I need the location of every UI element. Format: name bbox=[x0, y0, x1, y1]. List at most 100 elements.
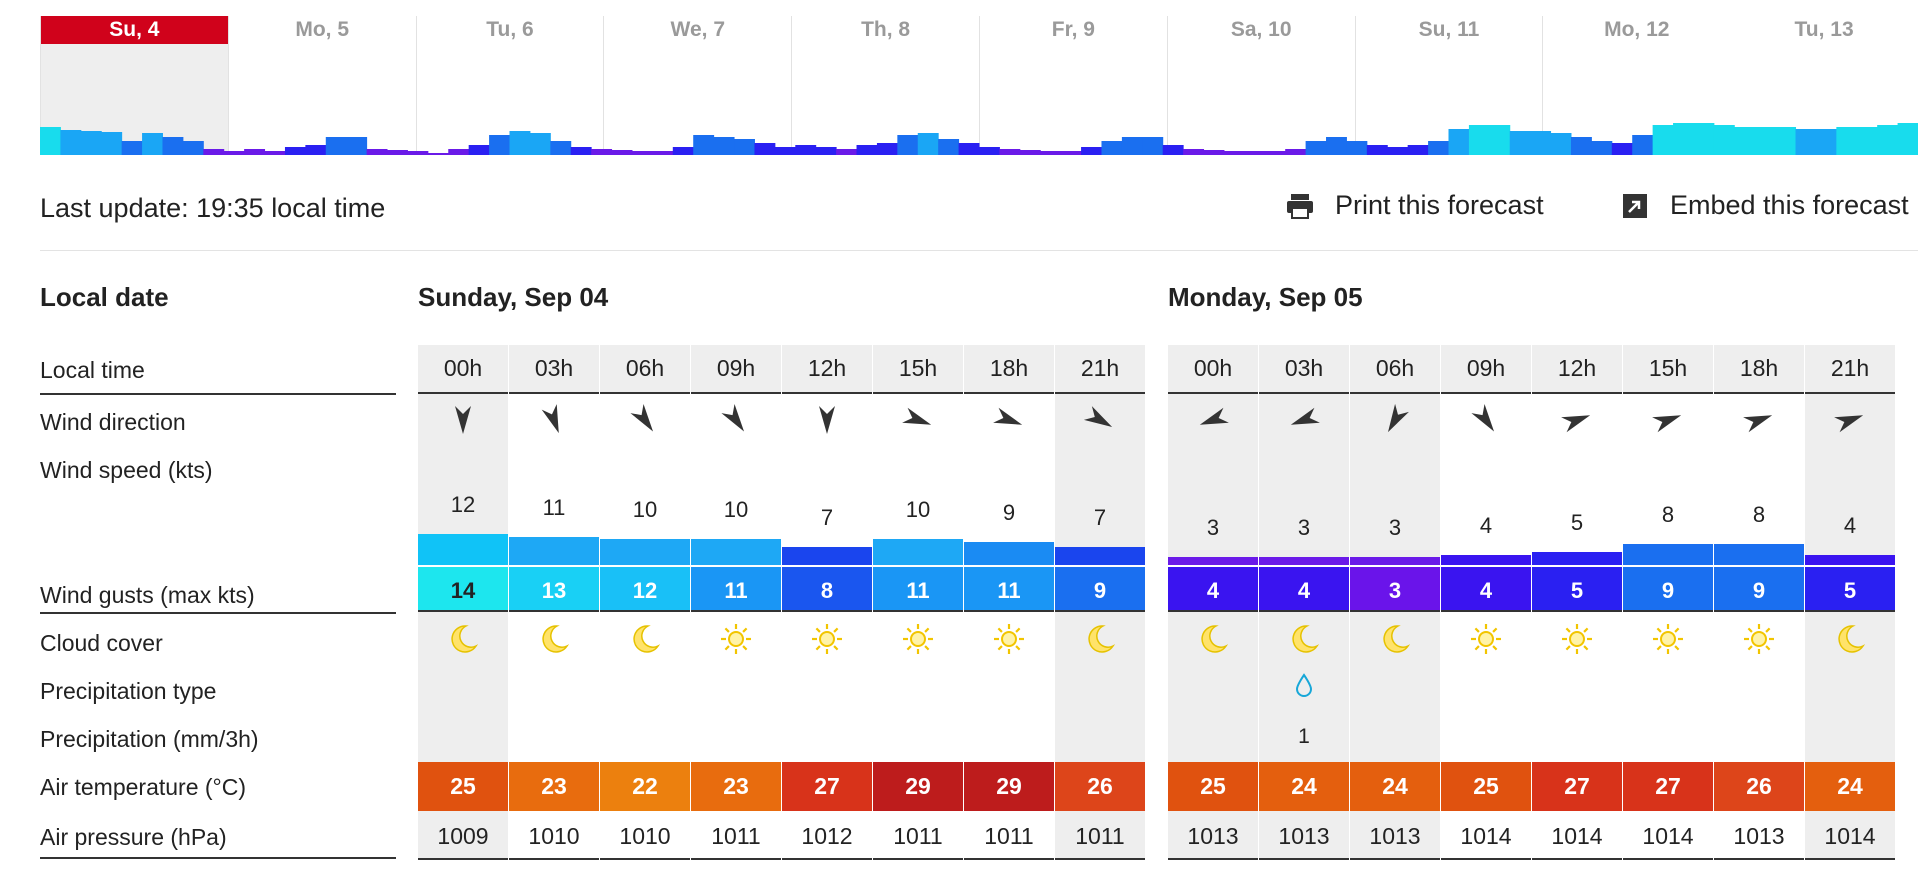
moon-icon bbox=[1838, 625, 1866, 653]
row-divider bbox=[40, 612, 396, 614]
air-pressure-value: 1014 bbox=[1532, 813, 1622, 860]
wind-speed-bar bbox=[691, 539, 781, 565]
sparkline-bar bbox=[713, 137, 735, 155]
strip-day[interactable]: Su, 4 bbox=[40, 16, 228, 155]
row-divider bbox=[40, 857, 396, 859]
strip-day[interactable]: Su, 11 bbox=[1354, 16, 1543, 155]
sparkline-bar bbox=[1815, 129, 1837, 155]
wind-speed-value: 3 bbox=[1297, 515, 1311, 541]
sparkline-bar bbox=[652, 151, 674, 155]
sparkline-bar bbox=[999, 149, 1021, 155]
air-pressure-value: 1009 bbox=[418, 813, 508, 860]
strip-day-label: Tu, 6 bbox=[486, 18, 534, 41]
wind-gust-value: 5 bbox=[1805, 565, 1895, 612]
strip-day-label: Sa, 10 bbox=[1230, 18, 1292, 41]
wind-speed-value: 3 bbox=[1388, 515, 1402, 541]
sparkline-bar bbox=[1040, 151, 1062, 155]
sparkline-bar bbox=[427, 153, 449, 155]
sparkline-bar bbox=[1591, 141, 1613, 155]
strip-day-label: Tu, 13 bbox=[1794, 18, 1854, 41]
sparkline-bar bbox=[693, 135, 715, 155]
strip-day[interactable]: Mo, 5 bbox=[227, 16, 416, 155]
sun-icon bbox=[1744, 624, 1774, 654]
sparkline-bar bbox=[1897, 123, 1918, 155]
hour-label: 00h bbox=[418, 345, 508, 394]
air-temperature-value: 25 bbox=[1168, 762, 1258, 811]
strip-day[interactable]: Sa, 10 bbox=[1166, 16, 1355, 155]
wind-direction-arrow-icon bbox=[541, 404, 559, 434]
sparkline-bar bbox=[387, 150, 408, 155]
sparkline-bar bbox=[1509, 131, 1531, 155]
sparkline-bar bbox=[1489, 125, 1511, 155]
wind-speed-value: 12 bbox=[450, 492, 476, 518]
sparkline-bar bbox=[1264, 151, 1286, 155]
sparkline-bar bbox=[1754, 127, 1776, 155]
sparkline-bar bbox=[1428, 141, 1449, 155]
embed-arrow-icon bbox=[1623, 193, 1647, 218]
sun-icon bbox=[1562, 624, 1592, 654]
sparkline-bar bbox=[1693, 123, 1715, 155]
strip-day-label: Fr, 9 bbox=[1051, 18, 1095, 41]
wind-speed-bar bbox=[600, 539, 690, 565]
print-forecast-label: Print this forecast bbox=[1335, 190, 1544, 220]
hour-label: 09h bbox=[691, 345, 781, 394]
sparkline-bar bbox=[1081, 147, 1102, 155]
sparkline-bar bbox=[284, 147, 306, 155]
wind-gust-value: 11 bbox=[964, 565, 1054, 612]
embed-forecast-link[interactable]: Embed this forecast bbox=[1620, 190, 1909, 221]
air-pressure-value: 1011 bbox=[964, 813, 1054, 860]
print-forecast-link[interactable]: Print this forecast bbox=[1285, 190, 1544, 221]
day-strip: Tu, 13 Mo, 12 Su, 11 Sa, 10 Fr, 9 Th, 8 We, 7 T… bbox=[40, 16, 1918, 155]
sparkline-bar bbox=[60, 130, 82, 155]
air-pressure-value: 1010 bbox=[509, 813, 599, 860]
sparkline-bar bbox=[754, 143, 776, 155]
wind-speed-bar bbox=[1259, 557, 1349, 565]
sparkline-bar bbox=[1326, 137, 1347, 155]
forecast-column: 15h 8 9 27 1014 bbox=[1623, 345, 1713, 860]
forecast-column: 12h 5 5 27 1014 bbox=[1532, 345, 1622, 860]
sparkline-bar bbox=[1570, 137, 1592, 155]
strip-day[interactable]: Mo, 12 bbox=[1542, 16, 1730, 155]
wind-direction-arrow-icon bbox=[1561, 415, 1591, 433]
wind-direction-arrow-icon bbox=[1290, 407, 1320, 425]
hour-label: 12h bbox=[1532, 345, 1622, 394]
forecast-column: 06h 3 3 24 1013 bbox=[1350, 345, 1440, 860]
sparkline-bar bbox=[1713, 125, 1735, 155]
day-heading: Sunday, Sep 04 bbox=[418, 282, 609, 312]
sparkline-bar bbox=[203, 149, 225, 155]
strip-day[interactable]: Th, 8 bbox=[791, 16, 979, 155]
sparkline-bar bbox=[244, 149, 266, 155]
strip-day[interactable]: We, 7 bbox=[603, 16, 791, 155]
air-pressure-value: 1014 bbox=[1623, 813, 1713, 860]
hour-label: 00h bbox=[1168, 345, 1258, 394]
sparkline-bar bbox=[1346, 141, 1368, 155]
moon-icon bbox=[1383, 625, 1411, 653]
hour-label: 03h bbox=[509, 345, 599, 394]
sparkline-bar bbox=[1448, 129, 1470, 155]
sparkline-bar bbox=[856, 145, 878, 155]
hour-label: 12h bbox=[782, 345, 872, 394]
forecast-column: 12h 7 8 27 1012 bbox=[782, 345, 872, 860]
wind-gust-value: 14 bbox=[418, 565, 508, 612]
strip-day-label: Mo, 12 bbox=[1604, 18, 1670, 41]
air-temperature-value: 27 bbox=[782, 762, 872, 811]
air-temperature-value: 27 bbox=[1532, 762, 1622, 811]
sparkline-bar bbox=[162, 137, 184, 155]
row-divider bbox=[40, 393, 396, 395]
sun-icon bbox=[903, 624, 933, 654]
moon-icon bbox=[1088, 625, 1116, 653]
strip-day[interactable]: Tu, 13 bbox=[1730, 16, 1918, 155]
sparkline-bar bbox=[774, 147, 796, 155]
wind-speed-label: Wind speed (kts) bbox=[40, 457, 213, 483]
sparkline-bar bbox=[1060, 151, 1082, 155]
moon-icon bbox=[1201, 625, 1229, 653]
strip-day[interactable]: Fr, 9 bbox=[979, 16, 1167, 155]
wind-direction-arrow-icon bbox=[1743, 415, 1773, 433]
embed-forecast-label: Embed this forecast bbox=[1670, 190, 1909, 220]
strip-day[interactable]: Tu, 6 bbox=[415, 16, 604, 155]
wind-direction-arrow-icon bbox=[455, 406, 471, 434]
forecast-column: 00h 3 4 25 1013 bbox=[1168, 345, 1258, 860]
sparkline-bar bbox=[121, 141, 143, 155]
sparkline-bar bbox=[1305, 141, 1327, 155]
sparkline-bar bbox=[1836, 127, 1858, 155]
